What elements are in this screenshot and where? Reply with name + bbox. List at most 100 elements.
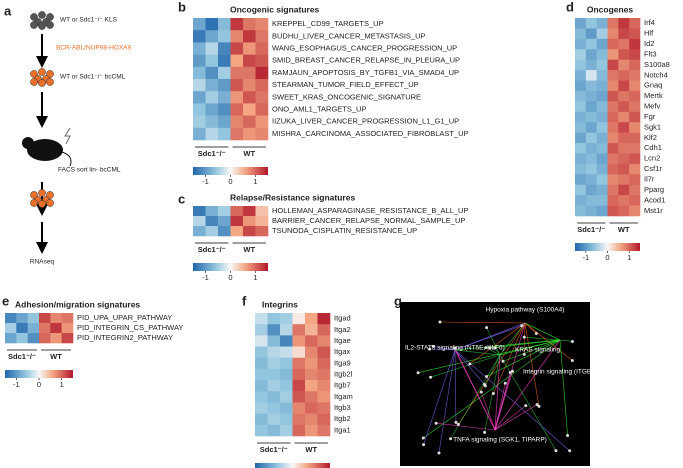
network-node (454, 420, 458, 424)
network-edge (499, 322, 526, 356)
heatmap-cell (255, 324, 268, 336)
heatmap-cell (317, 368, 331, 381)
network-background (400, 302, 590, 466)
row-label: Hlf (644, 29, 654, 38)
network-node (537, 404, 541, 408)
heatmap-cell (607, 111, 619, 123)
heatmap-cell (267, 368, 281, 381)
network-node (449, 437, 453, 441)
row-label: Pparg (644, 185, 664, 194)
heatmap-cell (255, 313, 268, 325)
network-edge (485, 347, 501, 356)
network-node (520, 324, 524, 328)
heatmap-cell (243, 42, 256, 55)
heatmap-cell (607, 38, 619, 50)
heatmap-cell (585, 184, 597, 196)
row-label: PID_UPA_UPAR_PATHWAY (77, 313, 172, 322)
heatmap-cell (585, 153, 597, 165)
cell (38, 22, 46, 30)
heatmap-cell (575, 80, 587, 92)
heatmap-cell (305, 324, 318, 336)
heatmap-cell (193, 30, 206, 43)
heatmap-cell (585, 38, 597, 50)
heatmap-cell (255, 18, 269, 31)
heatmap-cell (317, 357, 331, 370)
network-edge (524, 322, 561, 341)
network-edge (494, 383, 506, 431)
heatmap-cell (317, 380, 331, 392)
heatmap-cell (193, 226, 206, 237)
heatmap-cell (243, 79, 256, 92)
network-edge (480, 391, 496, 431)
heatmap-cell (618, 90, 630, 102)
heatmap-cell (5, 313, 17, 324)
row-label: KREPPEL_CD99_TARGETS_UP (272, 19, 384, 28)
heatmap-cell (255, 368, 268, 381)
network-node (501, 359, 505, 363)
row-label: BARRIER_CANCER_RELAPSE_NORMAL_SAMPLE_UP (272, 216, 465, 225)
row-label: Itga1 (334, 425, 351, 434)
row-label: Mertk (644, 91, 663, 100)
group-label: Sdc1⁻/⁻ (577, 225, 605, 234)
heatmap-cell (585, 18, 597, 29)
heatmap-cell (607, 28, 619, 40)
heatmap-cell (280, 335, 293, 347)
heatmap-cell (629, 122, 641, 133)
heatmap-cell (205, 79, 219, 92)
heatmap-cell (618, 18, 630, 29)
network-node (453, 346, 457, 350)
network-node (511, 369, 515, 373)
heatmap-cell (193, 216, 206, 227)
heatmap-cell (618, 70, 630, 81)
heatmap-cell (618, 163, 630, 175)
cell (38, 200, 46, 208)
network-edge (430, 354, 501, 378)
row-label: Itga9 (334, 358, 351, 367)
panel-label: g (394, 293, 402, 308)
heatmap-cell (27, 333, 40, 344)
colorbar-tick-label: 0 (37, 380, 41, 389)
network-node (488, 346, 492, 350)
network-edge (524, 322, 537, 334)
heatmap-cell (629, 153, 641, 165)
heatmap-cell (16, 313, 28, 324)
network-edge (499, 339, 561, 356)
heatmap-cell (607, 184, 619, 196)
heatmap-cell (305, 346, 318, 359)
heatmap-cell (596, 38, 608, 50)
heatmap-cell (585, 143, 597, 154)
group-label: WT (243, 245, 255, 254)
row-label: Sgk1 (644, 122, 661, 131)
step-label: WT or Sdc1⁻/⁻ bcCML (60, 74, 126, 81)
heatmap-cell (230, 18, 244, 31)
heatmap-cell (575, 195, 587, 206)
heatmap-cell (61, 333, 74, 344)
row-label: Mefv (644, 102, 661, 111)
heatmap-cell (255, 30, 269, 43)
network-node (522, 335, 526, 339)
heatmap-cell (218, 66, 231, 80)
network-node (438, 320, 442, 324)
colorbar-tick-label: 1 (253, 273, 257, 282)
heatmap-cell (218, 18, 231, 31)
heatmap-cell (575, 174, 587, 186)
cell (46, 191, 54, 199)
heatmap-cell (243, 18, 256, 31)
heatmap-cell (255, 226, 269, 237)
heatmap-cell (596, 59, 608, 71)
heatmap-cell (607, 18, 619, 29)
cell (46, 70, 54, 78)
heatmap-cell (575, 111, 587, 123)
heatmap-cell (629, 101, 641, 113)
group-label: WT (50, 352, 62, 361)
heatmap-cell (292, 402, 306, 414)
heatmap-cell (305, 380, 318, 392)
network-node (570, 358, 574, 362)
network-node (468, 362, 472, 366)
heatmap-cell (629, 80, 641, 92)
heatmap-cell (629, 38, 641, 50)
heatmap-cell (267, 413, 281, 426)
heatmap-cell (629, 59, 641, 71)
heatmap-cell (585, 28, 597, 40)
